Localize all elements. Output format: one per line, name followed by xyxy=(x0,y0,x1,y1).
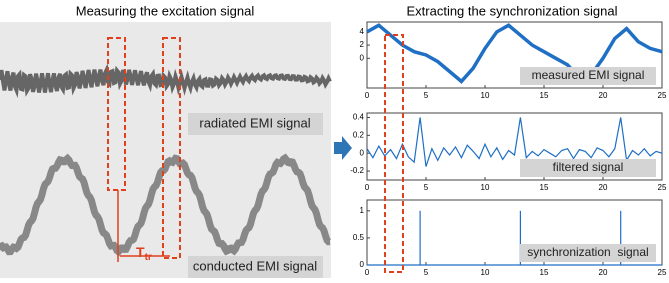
x-tick-label: 10 xyxy=(481,183,490,192)
y-tick-label: 4 xyxy=(360,27,365,36)
y-tick-label: 0.4 xyxy=(353,113,365,122)
y-tick-label: 0.2 xyxy=(353,130,365,139)
x-tick-label: 25 xyxy=(658,268,667,277)
conducted-label: conducted EMI signal xyxy=(193,258,317,273)
x-tick-label: 10 xyxy=(481,91,490,100)
y-tick-label: 0 xyxy=(360,260,365,269)
x-tick-label: 5 xyxy=(424,91,429,100)
x-tick-label: 5 xyxy=(424,183,429,192)
figure: Measuring the excitation signal Ttr radi… xyxy=(0,0,669,278)
annotation: synchronization signal xyxy=(527,245,648,259)
left-title: Measuring the excitation signal xyxy=(76,3,255,18)
right-title: Extracting the synchronization signal xyxy=(406,3,617,18)
x-tick-label: 5 xyxy=(424,268,429,277)
y-tick-label: 0.5 xyxy=(353,233,365,242)
y-tick-label: 1 xyxy=(360,206,365,215)
x-tick-label: 10 xyxy=(481,268,490,277)
radiated-label: radiated EMI signal xyxy=(199,115,310,130)
arrow xyxy=(334,136,352,160)
x-tick-label: 15 xyxy=(540,183,549,192)
y-tick-label: 0 xyxy=(360,148,365,157)
x-tick-label: 0 xyxy=(365,268,370,277)
y-tick-label: -0.2 xyxy=(350,166,364,175)
x-tick-label: 0 xyxy=(365,91,370,100)
x-tick-label: 20 xyxy=(599,91,608,100)
x-tick-label: 15 xyxy=(540,91,549,100)
x-tick-label: 0 xyxy=(365,183,370,192)
scope-screen xyxy=(0,22,331,278)
annotation: filtered signal xyxy=(553,160,624,174)
x-tick-label: 20 xyxy=(599,183,608,192)
x-tick-label: 15 xyxy=(540,268,549,277)
y-tick-label: 2 xyxy=(360,40,365,49)
x-tick-label: 20 xyxy=(599,268,608,277)
x-tick-label: 25 xyxy=(658,183,667,192)
x-tick-label: 25 xyxy=(658,91,667,100)
annotation: measured EMI signal xyxy=(532,68,645,82)
y-tick-label: 0 xyxy=(360,53,365,62)
